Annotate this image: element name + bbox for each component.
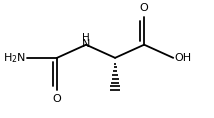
Text: O: O	[140, 3, 149, 13]
Text: O: O	[53, 94, 61, 104]
Text: H$_2$N: H$_2$N	[3, 51, 26, 65]
Text: OH: OH	[175, 53, 192, 63]
Text: H: H	[82, 33, 90, 43]
Text: N: N	[82, 39, 90, 49]
